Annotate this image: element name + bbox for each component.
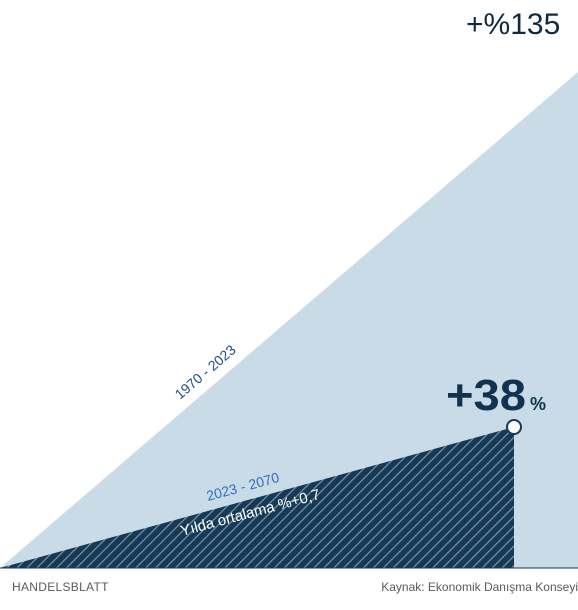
footer-brand: HANDELSBLATT (12, 580, 109, 594)
area-1970-2023 (0, 72, 578, 568)
end-point-marker (506, 419, 522, 435)
total-change-label-2023-2070: +38 (446, 371, 526, 420)
total-change-unit-2023-2070: % (530, 394, 546, 414)
area-2023-2070 (0, 427, 514, 568)
footer-source: Kaynak: Ekonomik Danışma Konseyi (381, 580, 578, 594)
total-change-label-1970-2023: +%135 (466, 8, 560, 41)
